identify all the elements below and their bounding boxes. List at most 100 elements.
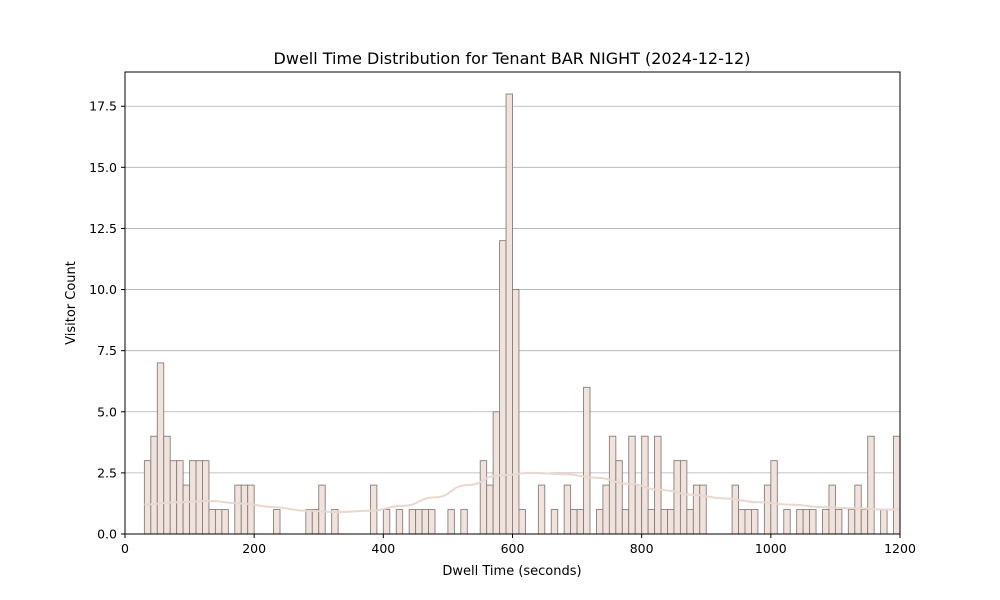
histogram-bar	[583, 386, 591, 535]
histogram-bar	[770, 460, 778, 535]
histogram-bar	[751, 509, 759, 535]
histogram-bar	[486, 484, 494, 535]
y-tick-label: 15.0	[89, 160, 117, 175]
histogram-bar	[182, 484, 191, 535]
histogram-bar	[570, 509, 578, 535]
histogram-bar	[847, 509, 856, 535]
histogram-bar	[563, 484, 572, 535]
y-tick-label: 0.0	[97, 527, 117, 542]
histogram-bar	[738, 509, 746, 535]
histogram-bar	[802, 509, 811, 535]
histogram-bars	[143, 93, 901, 535]
histogram-bar	[176, 460, 184, 535]
histogram-bar	[512, 289, 520, 535]
histogram-bar	[247, 484, 255, 535]
histogram-bar	[221, 509, 229, 535]
histogram-bar	[202, 460, 210, 535]
y-axis-label: Visitor Count	[64, 261, 79, 345]
histogram-bar	[647, 509, 656, 535]
y-axis-ticks: 0.0 2.5 5.0 7.5 10.0 12.5 15.0 17.5	[89, 99, 125, 542]
histogram-bar	[208, 509, 216, 535]
histogram-bar	[608, 435, 617, 535]
y-tick-label: 12.5	[89, 221, 117, 236]
histogram-bar	[699, 484, 707, 535]
y-tick-label: 7.5	[97, 343, 117, 358]
histogram-bar	[273, 509, 281, 535]
histogram-bar	[634, 484, 643, 535]
histogram-bar	[763, 484, 772, 535]
histogram-bar	[854, 484, 862, 535]
histogram-bar	[744, 509, 752, 535]
histogram-bar	[860, 509, 869, 535]
histogram-bar	[382, 509, 391, 535]
histogram-bar	[150, 435, 158, 535]
x-axis-label: Dwell Time (seconds)	[442, 564, 581, 579]
histogram-bar	[796, 509, 804, 535]
histogram-bar	[499, 240, 507, 535]
x-tick-label: 1000	[755, 541, 787, 556]
histogram-bar	[156, 362, 165, 535]
y-tick-label: 2.5	[97, 465, 117, 480]
histogram-bar	[143, 460, 152, 535]
histogram-bar	[660, 509, 668, 535]
y-tick-label: 10.0	[89, 282, 117, 297]
histogram-bar	[867, 435, 875, 535]
x-tick-label: 200	[242, 541, 266, 556]
histogram-bar	[169, 460, 178, 535]
histogram-bar	[621, 509, 630, 535]
density-curve	[144, 471, 900, 514]
histogram-bar	[408, 509, 417, 535]
histogram-bar	[893, 435, 901, 535]
x-tick-label: 1200	[884, 541, 916, 556]
histogram-bar	[492, 411, 501, 535]
histogram-bar	[679, 460, 688, 535]
histogram-bar	[421, 509, 429, 535]
histogram-bar	[615, 460, 623, 535]
histogram-bar	[415, 509, 423, 535]
y-tick-label: 17.5	[89, 99, 117, 114]
histogram-bar	[822, 509, 830, 535]
histogram-bar	[214, 509, 223, 535]
histogram-bar	[305, 509, 313, 535]
histogram-bar	[673, 460, 681, 535]
x-tick-label: 0	[121, 541, 129, 556]
histogram-bar	[460, 509, 468, 535]
histogram-bar	[311, 509, 320, 535]
histogram-bar	[731, 484, 739, 535]
y-tick-label: 5.0	[97, 404, 117, 419]
histogram-bar	[189, 460, 197, 535]
histogram-bar	[240, 484, 249, 535]
histogram-bar	[783, 509, 791, 535]
histogram-bar	[880, 509, 888, 535]
histogram-bar	[163, 435, 171, 535]
x-tick-label: 600	[501, 541, 525, 556]
histogram-bar	[518, 509, 526, 535]
histogram-bar	[596, 509, 604, 535]
histogram-bar	[686, 509, 694, 535]
histogram-bar	[479, 460, 488, 535]
histogram-bar	[505, 93, 513, 535]
histogram-bar	[602, 484, 610, 535]
histogram-bar	[428, 509, 436, 535]
x-axis-ticks: 0 200 400 600 800 1000 1200	[121, 534, 916, 556]
histogram-bar	[828, 484, 836, 535]
histogram-bar	[234, 484, 242, 535]
kde-line	[144, 471, 900, 514]
histogram-bar	[667, 509, 675, 535]
histogram-bar	[447, 509, 455, 535]
histogram-bar	[550, 509, 559, 535]
histogram-bar	[809, 509, 817, 535]
histogram-bar	[576, 509, 584, 535]
x-tick-label: 400	[371, 541, 395, 556]
histogram-bar	[834, 509, 843, 535]
histogram-bar	[331, 509, 339, 535]
histogram-bar	[692, 484, 701, 535]
histogram-bar	[654, 435, 662, 535]
histogram-bar	[395, 509, 404, 535]
x-tick-label: 800	[630, 541, 654, 556]
histogram-bar	[537, 484, 546, 535]
histogram-bar	[195, 460, 203, 535]
histogram-bar	[318, 484, 326, 535]
